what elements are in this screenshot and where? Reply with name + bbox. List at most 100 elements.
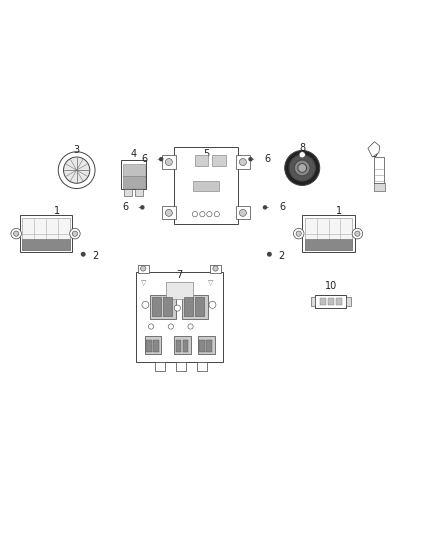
Bar	[212, 155, 226, 166]
Bar	[146, 340, 152, 352]
Circle shape	[141, 266, 146, 271]
Circle shape	[239, 158, 246, 166]
Text: ▽: ▽	[141, 280, 146, 286]
Bar	[346, 297, 351, 306]
FancyBboxPatch shape	[121, 159, 146, 189]
Circle shape	[239, 209, 246, 216]
Text: 6: 6	[265, 154, 271, 164]
Circle shape	[299, 152, 305, 158]
Text: 6: 6	[141, 154, 147, 164]
Bar	[182, 295, 208, 319]
Circle shape	[166, 209, 172, 216]
Circle shape	[355, 231, 360, 236]
Bar	[22, 217, 70, 249]
Text: 9: 9	[371, 149, 378, 159]
Bar	[328, 298, 334, 305]
Bar	[20, 215, 72, 252]
Bar	[184, 297, 193, 316]
Circle shape	[285, 150, 320, 185]
Bar	[22, 239, 70, 249]
Bar	[123, 176, 145, 188]
Text: ▽: ▽	[208, 280, 213, 286]
Circle shape	[148, 324, 154, 329]
Bar	[155, 362, 165, 370]
Circle shape	[168, 324, 173, 329]
Circle shape	[289, 155, 315, 181]
Circle shape	[209, 301, 216, 308]
Circle shape	[214, 212, 219, 217]
Circle shape	[142, 301, 149, 308]
Bar	[311, 297, 315, 306]
Circle shape	[192, 212, 198, 217]
Bar	[315, 295, 346, 308]
Bar	[152, 297, 161, 316]
Circle shape	[298, 164, 307, 172]
Bar	[236, 206, 250, 220]
Bar	[210, 265, 221, 273]
Bar	[123, 165, 145, 177]
Circle shape	[207, 212, 212, 217]
Bar	[195, 297, 204, 316]
Bar	[174, 336, 191, 354]
Polygon shape	[368, 142, 380, 157]
Circle shape	[72, 231, 78, 236]
Bar	[193, 181, 219, 191]
Circle shape	[263, 206, 266, 209]
Bar	[197, 362, 207, 370]
Bar	[195, 155, 208, 166]
Bar	[302, 215, 355, 252]
Circle shape	[249, 158, 252, 161]
Text: 3: 3	[74, 145, 80, 155]
Bar	[145, 336, 161, 354]
Circle shape	[141, 206, 144, 209]
Circle shape	[296, 231, 301, 236]
Text: 6: 6	[279, 203, 285, 212]
Circle shape	[352, 229, 363, 239]
Circle shape	[70, 229, 80, 239]
Circle shape	[268, 253, 271, 256]
Text: 2: 2	[92, 251, 98, 261]
Text: 1: 1	[54, 206, 60, 216]
Bar	[176, 362, 186, 370]
Circle shape	[81, 253, 85, 256]
Bar	[176, 340, 181, 352]
Text: 2: 2	[278, 251, 284, 261]
Text: 8: 8	[299, 143, 305, 152]
Bar	[199, 340, 205, 352]
Bar	[183, 340, 188, 352]
Text: 1: 1	[336, 206, 343, 216]
Circle shape	[213, 266, 218, 271]
Bar	[174, 147, 237, 224]
Circle shape	[174, 305, 180, 311]
FancyBboxPatch shape	[135, 189, 143, 196]
Circle shape	[64, 157, 90, 183]
Bar	[163, 297, 172, 316]
Bar	[320, 298, 326, 305]
Text: 10: 10	[325, 280, 337, 290]
Bar	[206, 340, 212, 352]
Bar	[198, 336, 215, 354]
Circle shape	[293, 229, 304, 239]
Bar	[136, 272, 223, 362]
FancyBboxPatch shape	[374, 183, 385, 191]
FancyBboxPatch shape	[124, 189, 132, 196]
Text: 5: 5	[203, 149, 209, 159]
Bar	[162, 206, 176, 220]
Circle shape	[294, 160, 310, 176]
Bar	[236, 156, 250, 168]
Circle shape	[11, 229, 21, 239]
Bar	[336, 298, 342, 305]
Bar	[138, 265, 149, 273]
Circle shape	[188, 324, 193, 329]
Bar	[150, 295, 176, 319]
Bar	[162, 156, 176, 168]
Circle shape	[200, 212, 205, 217]
Bar	[153, 340, 159, 352]
Bar	[374, 157, 384, 183]
Bar	[305, 217, 352, 249]
Circle shape	[159, 158, 162, 161]
Circle shape	[14, 231, 19, 236]
Text: 6: 6	[122, 203, 128, 212]
Circle shape	[58, 152, 95, 189]
Bar	[166, 282, 193, 299]
